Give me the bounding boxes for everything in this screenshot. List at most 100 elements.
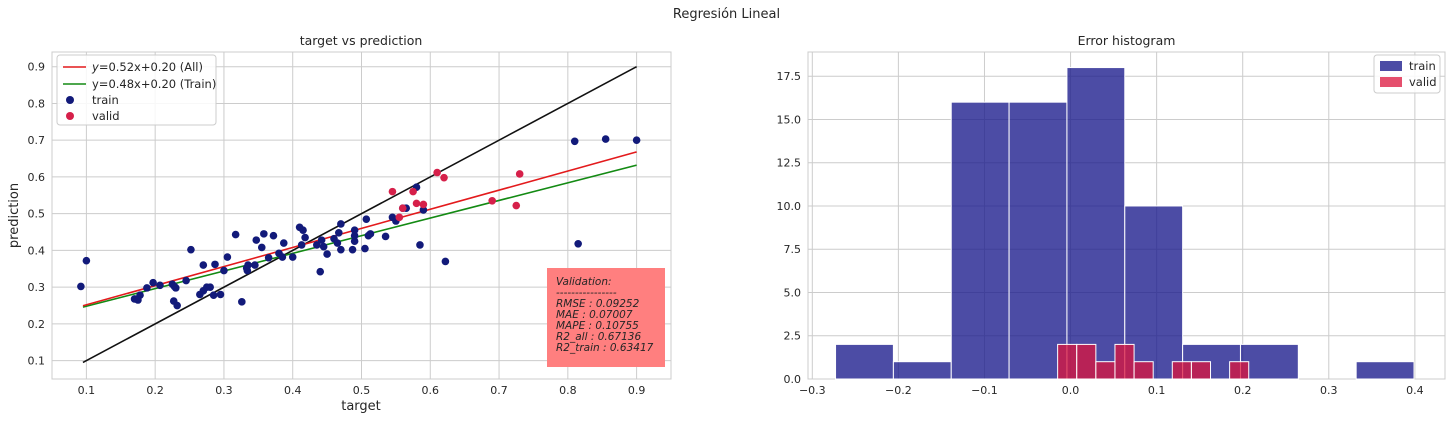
scatter-x-tick-label: 0.2 bbox=[146, 384, 164, 397]
histogram-y-tick-label: 15.0 bbox=[777, 113, 802, 126]
train-point bbox=[231, 230, 240, 239]
train-point bbox=[323, 250, 331, 258]
histogram-bar-valid bbox=[1190, 361, 1212, 380]
valid-point bbox=[398, 204, 407, 212]
scatter-x-tick-label: 0.4 bbox=[284, 384, 302, 397]
scatter-x-tick-label: 0.7 bbox=[490, 384, 508, 397]
train-point bbox=[257, 243, 266, 252]
fit-line-identity bbox=[82, 65, 637, 364]
histogram-bar-valid bbox=[1076, 343, 1097, 380]
legend-all-fit-label: y=0.52x+0.20 (All) bbox=[91, 60, 203, 74]
histogram-y-tick-label: 17.5 bbox=[777, 70, 802, 83]
train-point bbox=[312, 241, 321, 249]
histogram-y-tick-label: 10.0 bbox=[777, 200, 802, 213]
histogram-title: Error histogram bbox=[1078, 33, 1176, 48]
train-point bbox=[316, 267, 325, 276]
valid-point bbox=[515, 170, 524, 178]
train-point bbox=[335, 228, 343, 237]
scatter-x-tick-label: 0.1 bbox=[78, 384, 96, 397]
train-point bbox=[269, 231, 278, 240]
histogram-y-tick-label: 2.5 bbox=[784, 330, 802, 343]
scatter-ylabel: prediction bbox=[7, 183, 22, 248]
train-point bbox=[156, 281, 164, 290]
histogram-bar-train bbox=[1066, 67, 1126, 380]
train-point bbox=[206, 283, 214, 291]
histogram-x-tick-label: −0.2 bbox=[885, 384, 912, 397]
train-point bbox=[264, 253, 273, 262]
histogram-panel: −0.3 −0.2 −0.1 0.0 0.1 0.2 0.3 0.4 0.0 2.5 5.0 7.5 1… bbox=[777, 33, 1446, 397]
legend-train-marker bbox=[66, 96, 74, 104]
legend-hist-valid-label: valid bbox=[1409, 75, 1437, 89]
valid-point bbox=[409, 187, 417, 196]
histogram-x-tick-label: 0.2 bbox=[1234, 384, 1252, 397]
legend-hist-train-label: train bbox=[1409, 59, 1436, 73]
scatter-y-tick-label: 0.2 bbox=[28, 318, 46, 331]
stats-line-separator: ---------------- bbox=[556, 287, 617, 299]
valid-point bbox=[440, 173, 448, 182]
valid-point bbox=[433, 168, 441, 177]
train-point bbox=[333, 239, 342, 247]
stats-line-mape: MAPE : 0.10755 bbox=[556, 320, 639, 332]
train-point bbox=[172, 284, 180, 292]
scatter-legend-box bbox=[56, 54, 217, 126]
histogram-x-tick-label: 0.4 bbox=[1406, 384, 1424, 397]
train-point bbox=[244, 261, 252, 269]
train-point bbox=[243, 266, 252, 275]
train-point bbox=[601, 135, 610, 143]
legend-hist-train-swatch bbox=[1380, 61, 1402, 71]
scatter-y-tick-label: 0.4 bbox=[28, 244, 46, 257]
stats-line-rmse: RMSE : 0.09252 bbox=[556, 298, 640, 310]
scatter-x-tick-label: 0.6 bbox=[422, 384, 440, 397]
valid-point bbox=[412, 199, 421, 208]
train-point bbox=[319, 242, 328, 251]
train-point bbox=[337, 245, 345, 254]
train-point bbox=[574, 239, 582, 248]
train-point bbox=[279, 239, 288, 247]
validation-stats-box: Validation: ---------------- RMSE : 0.09… bbox=[547, 268, 665, 367]
train-point bbox=[350, 237, 359, 246]
train-point bbox=[77, 282, 85, 291]
scatter-x-tick-label: 0.9 bbox=[628, 384, 646, 397]
scatter-points bbox=[77, 135, 641, 310]
histogram-bar-valid bbox=[1229, 361, 1250, 380]
stats-line-r2-all: R2_all : 0.67136 bbox=[556, 331, 641, 343]
train-point bbox=[252, 236, 261, 244]
train-point bbox=[337, 220, 345, 228]
train-point bbox=[362, 215, 371, 223]
train-point bbox=[149, 278, 157, 287]
histogram-x-tick-label: 0.3 bbox=[1320, 384, 1338, 397]
train-point bbox=[381, 232, 390, 241]
train-point bbox=[260, 230, 268, 238]
histogram-bar-train bbox=[950, 101, 1010, 380]
valid-point bbox=[488, 197, 496, 205]
legend-train-label: train bbox=[92, 93, 119, 107]
valid-point bbox=[395, 213, 404, 222]
scatter-x-tick-label: 0.5 bbox=[353, 384, 371, 397]
valid-point bbox=[388, 187, 397, 196]
histogram-bar-valid bbox=[1057, 343, 1078, 380]
legend-all-fit-label-text: =0.52x+0.20 (All) bbox=[99, 60, 203, 74]
train-point bbox=[348, 245, 357, 254]
scatter-tick-labels: 0.1 0.2 0.3 0.4 0.5 0.6 0.7 0.8 0.9 0.1 0.2 0.3 0.4 0… bbox=[28, 61, 646, 397]
scatter-y-tick-label: 0.7 bbox=[28, 134, 46, 147]
scatter-y-tick-label: 0.6 bbox=[28, 171, 46, 184]
histogram-bar-train bbox=[1008, 101, 1068, 380]
histogram-bar-train bbox=[1355, 361, 1415, 380]
train-point bbox=[570, 137, 579, 146]
train-point bbox=[361, 244, 369, 253]
train-point bbox=[278, 253, 287, 261]
fit-line-all bbox=[82, 151, 637, 307]
legend-hist-valid-swatch bbox=[1380, 77, 1402, 87]
scatter-y-tick-label: 0.1 bbox=[28, 355, 46, 368]
histogram-y-tick-label: 12.5 bbox=[777, 157, 802, 170]
valid-point bbox=[512, 201, 521, 210]
train-point bbox=[350, 231, 359, 240]
train-point bbox=[301, 233, 309, 242]
train-point bbox=[199, 261, 208, 269]
scatter-title: target vs prediction bbox=[300, 33, 423, 48]
train-point bbox=[216, 290, 225, 299]
train-point bbox=[419, 206, 428, 214]
scatter-panel: 0.1 0.2 0.3 0.4 0.5 0.6 0.7 0.8 0.9 0.1 0.2 0.3 0.4 0… bbox=[7, 33, 672, 414]
legend-valid-marker bbox=[66, 112, 74, 120]
